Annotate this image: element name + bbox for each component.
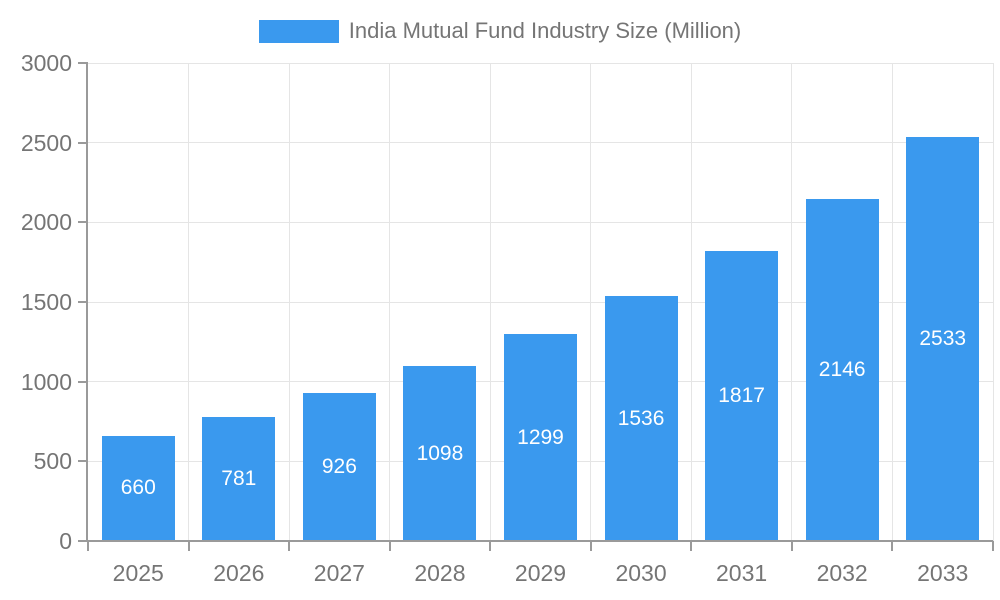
- x-axis-tick-label: 2033: [917, 560, 969, 586]
- x-gridline: [992, 63, 994, 541]
- y-tick: [78, 141, 88, 144]
- x-tick: [589, 541, 592, 551]
- y-tick: [78, 460, 88, 463]
- y-axis-tick-label: 500: [33, 448, 72, 475]
- y-gridline: [88, 142, 993, 144]
- x-axis-tick-label: 2029: [514, 560, 567, 586]
- x-tick: [690, 541, 693, 551]
- x-axis-line: [86, 540, 993, 542]
- y-axis-line: [86, 63, 88, 541]
- bar[interactable]: [302, 393, 376, 541]
- bar[interactable]: [805, 199, 879, 541]
- x-tick: [790, 541, 793, 551]
- x-tick: [87, 541, 89, 551]
- y-axis-tick-label: 1000: [20, 368, 72, 395]
- y-gridline: [88, 301, 993, 303]
- y-gridline: [88, 62, 993, 64]
- x-tick: [388, 541, 391, 551]
- x-gridline: [288, 63, 290, 541]
- x-axis-tick-label: 2030: [615, 560, 667, 586]
- y-axis-tick-label: 2500: [20, 129, 72, 156]
- x-gridline: [791, 63, 793, 541]
- y-axis-tick-label: 3000: [20, 50, 72, 76]
- x-gridline: [690, 63, 692, 541]
- x-axis-tick-label: 2025: [112, 560, 164, 586]
- bar[interactable]: [202, 416, 276, 541]
- x-tick: [891, 541, 894, 551]
- x-gridline: [891, 63, 893, 541]
- y-tick: [78, 380, 88, 383]
- legend-swatch-icon: [258, 19, 339, 43]
- bar[interactable]: [504, 334, 577, 541]
- y-gridline: [88, 221, 993, 223]
- legend[interactable]: India Mutual Fund Industry Size (Million…: [0, 18, 1000, 44]
- y-axis-tick-label: 0: [59, 528, 72, 554]
- y-tick: [78, 301, 88, 303]
- x-gridline: [489, 63, 491, 541]
- legend-label: India Mutual Fund Industry Size (Million…: [348, 18, 742, 43]
- bar[interactable]: [604, 296, 678, 541]
- x-axis-tick-label: 2026: [213, 560, 265, 586]
- bar[interactable]: [403, 366, 477, 541]
- y-axis-tick-label: 1500: [20, 289, 72, 315]
- bar[interactable]: [906, 137, 980, 541]
- x-gridline: [590, 63, 592, 541]
- x-axis-tick-label: 2031: [716, 560, 768, 586]
- x-tick: [288, 541, 291, 551]
- y-tick: [78, 540, 88, 542]
- x-tick: [992, 541, 994, 551]
- x-axis-tick-label: 2027: [313, 560, 365, 586]
- x-axis-tick-label: 2028: [414, 560, 466, 586]
- x-tick: [489, 541, 492, 551]
- bar[interactable]: [101, 435, 175, 541]
- y-tick: [78, 221, 88, 224]
- x-tick: [187, 541, 190, 551]
- x-axis-tick-label: 2032: [816, 560, 868, 586]
- y-tick: [78, 62, 88, 64]
- y-axis-tick-label: 2000: [20, 209, 72, 236]
- bar[interactable]: [705, 251, 779, 541]
- x-gridline: [389, 63, 391, 541]
- x-gridline: [188, 63, 190, 541]
